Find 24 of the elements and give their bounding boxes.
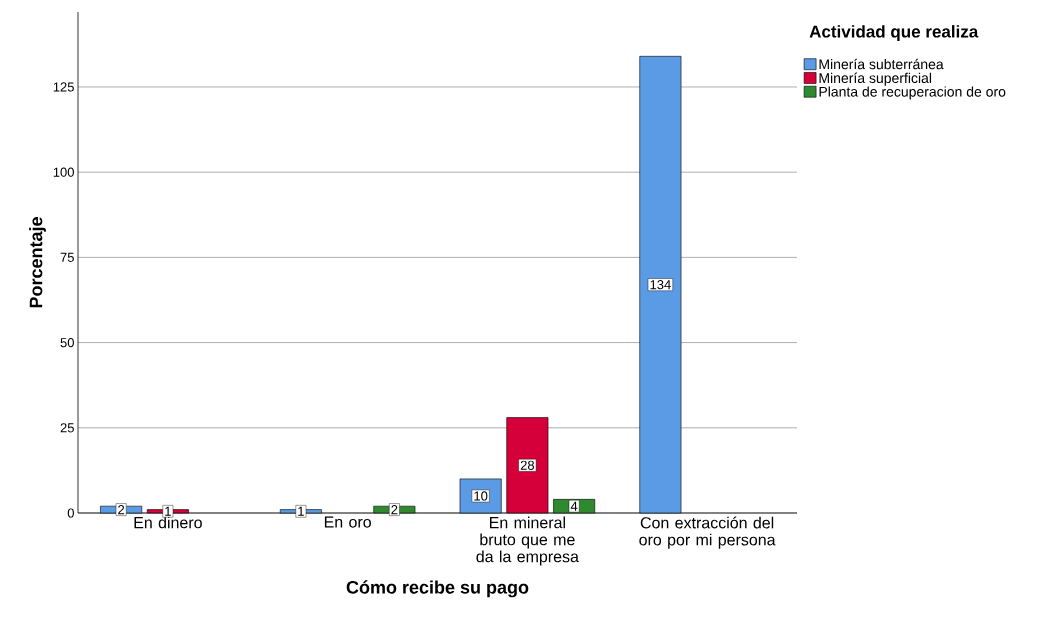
x-tick-label: En mineral bruto que me da la empresa bbox=[476, 516, 579, 566]
y-tick-label: 50 bbox=[60, 337, 74, 348]
y-tick-label: 25 bbox=[60, 423, 74, 433]
data-label: 2 bbox=[391, 505, 398, 515]
data-label: 10 bbox=[474, 491, 488, 501]
y-axis-title: Porcentaje bbox=[29, 217, 46, 308]
x-axis-title: Cómo recibe su pago bbox=[346, 580, 529, 598]
legend-label: Minería subterránea bbox=[819, 58, 944, 70]
x-tick-label: En oro bbox=[324, 516, 371, 528]
data-label: 28 bbox=[520, 460, 535, 470]
x-tick-label: Con extracción del oro por mi persona bbox=[639, 516, 776, 549]
y-tick-label: 100 bbox=[53, 167, 74, 177]
legend-title: Actividad que realiza bbox=[809, 25, 979, 41]
data-label: 4 bbox=[570, 501, 578, 511]
data-label: 1 bbox=[298, 506, 304, 516]
legend-label: Minería superficial bbox=[819, 72, 932, 86]
x-tick-label: En dinero bbox=[134, 516, 202, 529]
legend-label: Planta de recuperacion de oro bbox=[819, 86, 1006, 100]
data-label: 1 bbox=[165, 506, 171, 516]
y-tick-label: 75 bbox=[60, 252, 74, 262]
data-label: 134 bbox=[650, 280, 671, 290]
y-tick-label: 0 bbox=[67, 508, 74, 518]
y-tick-label: 125 bbox=[53, 82, 74, 92]
data-label: 2 bbox=[118, 505, 125, 515]
